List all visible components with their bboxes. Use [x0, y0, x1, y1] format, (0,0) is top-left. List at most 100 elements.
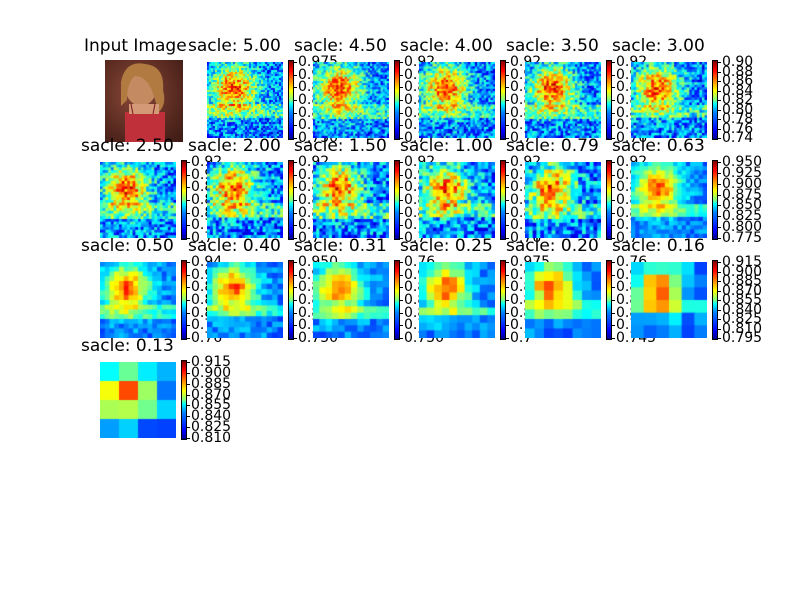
colorbar-tickmark — [506, 87, 509, 88]
colorbar-tickmark — [612, 238, 615, 239]
colorbar-tickmark — [506, 225, 509, 226]
colorbar — [288, 60, 294, 140]
colorbar-tickmark — [718, 184, 721, 185]
colorbar-tick-label: 0.795 — [722, 330, 763, 346]
colorbar-tick-label: 0.825 — [722, 311, 763, 327]
colorbar-tickmark — [718, 238, 721, 239]
colorbar-tickmark — [506, 313, 509, 314]
colorbar-tickmark — [718, 281, 721, 282]
colorbar — [181, 160, 187, 240]
colorbar-tickmark — [506, 187, 509, 188]
colorbar-tickmark — [506, 213, 509, 214]
colorbar — [394, 60, 400, 140]
colorbar-tickmark — [718, 272, 721, 273]
heatmap-canvas — [525, 262, 601, 338]
colorbar-tickmark — [294, 125, 297, 126]
colorbar-tickmark — [187, 162, 190, 163]
heatmap-image — [419, 262, 495, 338]
colorbar — [181, 360, 187, 440]
colorbar-tickmark — [294, 113, 297, 114]
colorbar-tickmark — [718, 205, 721, 206]
colorbar-tickmark — [187, 275, 190, 276]
colorbar-tickmark — [612, 187, 615, 188]
colorbar-tickmark — [718, 300, 721, 301]
colorbar-tick-label: 0.900 — [191, 365, 232, 381]
panel-title: sacle: 0.63 — [612, 136, 705, 156]
colorbar-tickmark — [612, 200, 615, 201]
colorbar-tick-label: 0.78 — [722, 111, 754, 127]
colorbar — [712, 260, 718, 340]
colorbar-tickmark — [400, 213, 403, 214]
colorbar-tickmark — [718, 91, 721, 92]
colorbar — [288, 160, 294, 240]
colorbar-tickmark — [718, 319, 721, 320]
heatmap-canvas — [100, 262, 176, 338]
heatmap-canvas — [419, 162, 495, 238]
heatmap-image — [100, 262, 176, 338]
colorbar-tickmark — [718, 262, 721, 263]
heatmap-canvas — [419, 62, 495, 138]
colorbar-tick-label: 0.875 — [722, 187, 763, 203]
colorbar-tickmark — [294, 275, 297, 276]
colorbar-tickmark — [612, 213, 615, 214]
colorbar-tickmark — [294, 300, 297, 301]
colorbar-tickmark — [294, 187, 297, 188]
colorbar-tickmark — [400, 325, 403, 326]
panel-title: sacle: 0.20 — [506, 236, 599, 256]
colorbar-tickmark — [506, 325, 509, 326]
colorbar-tick-label: 0.90 — [722, 54, 754, 70]
colorbar-tickmark — [506, 262, 509, 263]
colorbar-tickmark — [718, 291, 721, 292]
colorbar-tickmark — [187, 187, 190, 188]
colorbar-tickmark — [187, 300, 190, 301]
colorbar-tickmark — [506, 125, 509, 126]
colorbar-tickmark — [612, 162, 615, 163]
heatmap-canvas — [525, 62, 601, 138]
colorbar-tickmark — [294, 75, 297, 76]
colorbar-tickmark — [400, 238, 403, 239]
colorbar-tick-label: 0.870 — [722, 283, 763, 299]
panel-title: sacle: 5.00 — [188, 36, 281, 56]
input-image — [105, 60, 183, 142]
colorbar-tickmark — [187, 362, 190, 363]
heatmap-image — [100, 362, 176, 438]
colorbar-tickmark — [718, 110, 721, 111]
colorbar-tickmark — [612, 300, 615, 301]
colorbar-tickmark — [400, 100, 403, 101]
colorbar-tickmark — [187, 373, 190, 374]
input-image-title: Input Image — [84, 36, 187, 56]
colorbar-tick-label: 0.840 — [191, 408, 232, 424]
colorbar-tickmark — [294, 325, 297, 326]
colorbar-tick-label: 0.82 — [722, 92, 754, 108]
colorbar-tickmark — [294, 238, 297, 239]
colorbar-tickmark — [718, 100, 721, 101]
colorbar — [606, 60, 612, 140]
colorbar — [606, 160, 612, 240]
colorbar-tick-label: 0.885 — [722, 273, 763, 289]
colorbar-tickmark — [506, 338, 509, 339]
heatmap-canvas — [207, 162, 283, 238]
colorbar-tick-label: 0.810 — [722, 321, 763, 337]
colorbar-tick-label: 0.855 — [191, 397, 232, 413]
colorbar-tickmark — [718, 329, 721, 330]
colorbar-tickmark — [187, 262, 190, 263]
colorbar-tick-label: 0.925 — [722, 165, 763, 181]
colorbar-tickmark — [400, 262, 403, 263]
colorbar — [712, 160, 718, 240]
colorbar-tickmark — [400, 287, 403, 288]
colorbar-tickmark — [187, 313, 190, 314]
panel-title: sacle: 4.00 — [400, 36, 493, 56]
colorbar-tickmark — [506, 100, 509, 101]
colorbar-tickmark — [294, 100, 297, 101]
colorbar-tickmark — [187, 405, 190, 406]
colorbar-tickmark — [612, 138, 615, 139]
colorbar — [394, 160, 400, 240]
panel-title: sacle: 1.50 — [294, 136, 387, 156]
heatmap-image — [419, 162, 495, 238]
heatmap-image — [100, 162, 176, 238]
heatmap-image — [207, 262, 283, 338]
colorbar-tickmark — [506, 75, 509, 76]
heatmap-canvas — [207, 62, 283, 138]
panel-title: sacle: 0.13 — [81, 336, 174, 356]
